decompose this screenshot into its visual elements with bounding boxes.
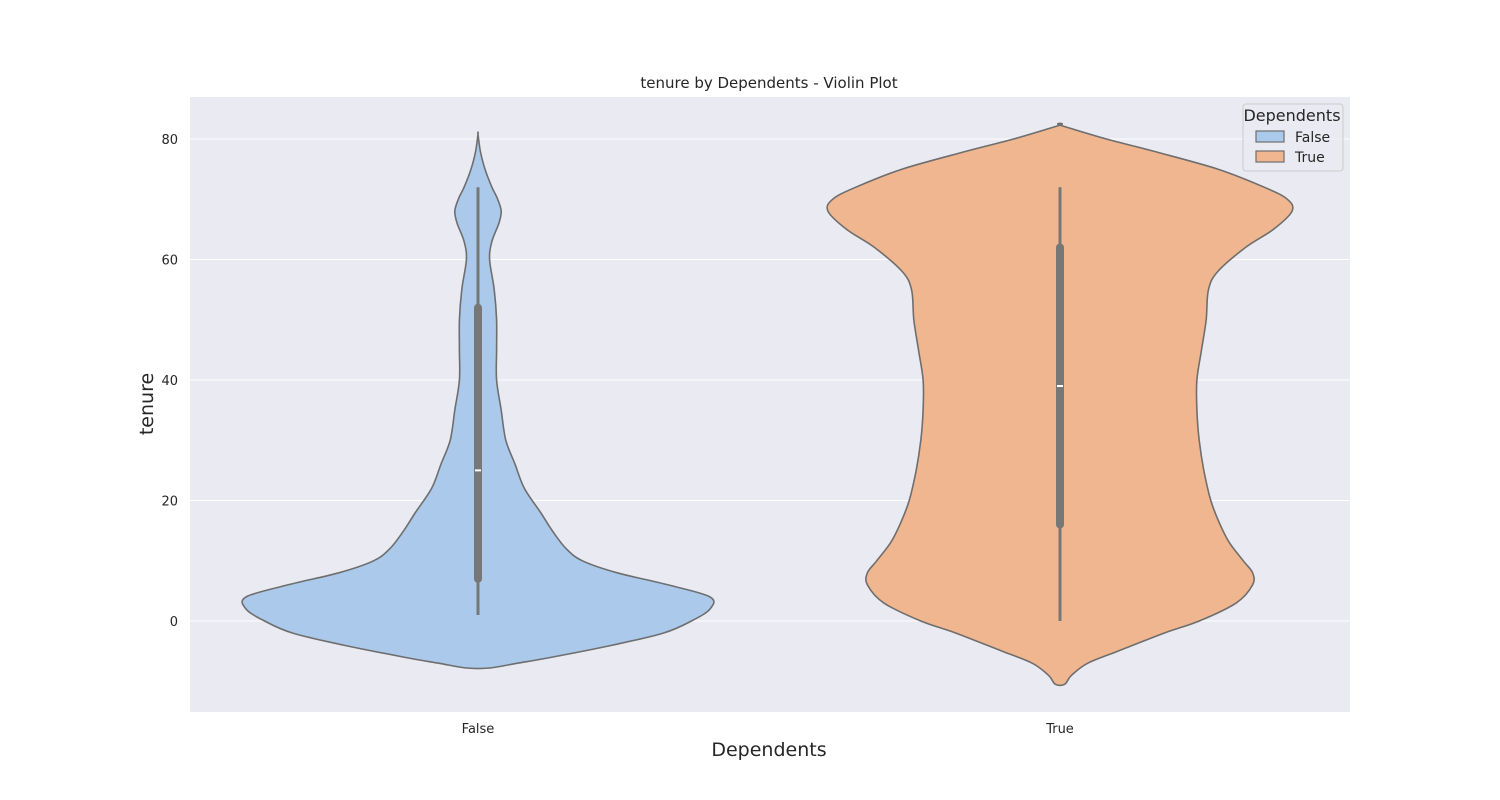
x-tick-label-true: True: [1045, 722, 1074, 737]
y-tick-label-60: 60: [161, 254, 178, 269]
legend-label-true: True: [1294, 150, 1325, 166]
x-axis-ticks: False True: [462, 722, 1074, 737]
y-tick-label-0: 0: [170, 615, 178, 630]
legend: Dependents False True: [1242, 103, 1344, 172]
legend-swatch-false: [1255, 130, 1285, 143]
x-tick-label-false: False: [462, 722, 495, 737]
y-axis-ticks: 0 20 40 60 80: [161, 133, 178, 630]
y-tick-label-80: 80: [161, 133, 178, 148]
y-tick-label-40: 40: [161, 374, 178, 389]
chart-title: tenure by Dependents - Violin Plot: [640, 74, 897, 92]
legend-title: Dependents: [1243, 106, 1340, 125]
y-axis-label: tenure: [136, 373, 158, 435]
violins: [241, 122, 1294, 687]
y-tick-label-20: 20: [161, 495, 178, 510]
legend-label-false: False: [1295, 130, 1330, 146]
x-axis-label: Dependents: [711, 739, 826, 761]
legend-swatch-true: [1255, 150, 1285, 163]
